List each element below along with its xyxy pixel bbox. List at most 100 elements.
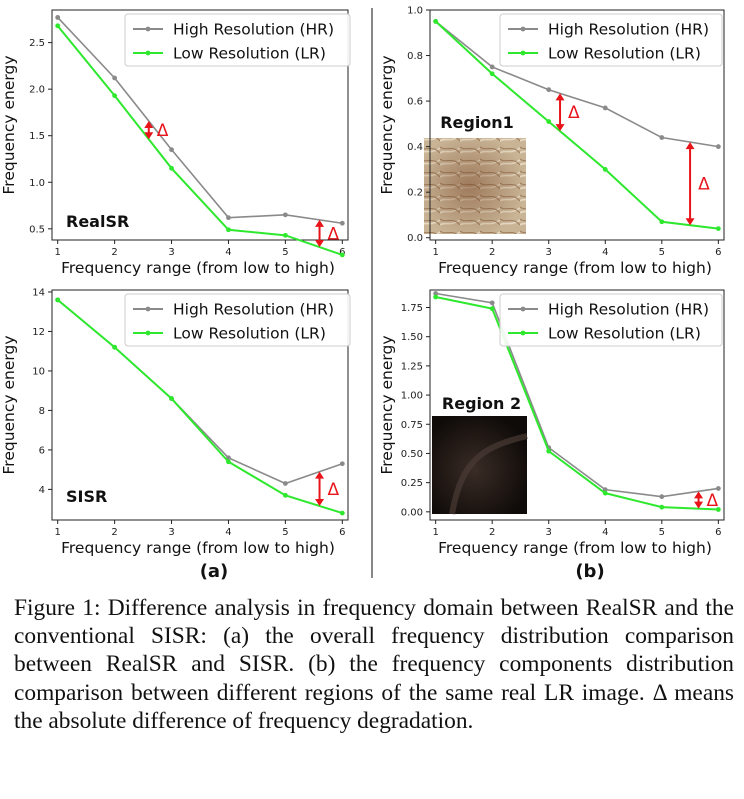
- data-point-lr: [602, 490, 608, 496]
- delta-arrow-head-up: [694, 491, 704, 499]
- delta-arrow-head-down: [315, 498, 325, 506]
- series-line-hr: [435, 292, 719, 498]
- delta-arrow-head-down: [694, 501, 704, 509]
- y-tick-label: 1.75: [401, 303, 423, 314]
- delta-arrow-head-down: [315, 240, 325, 248]
- series-line-lr: [56, 25, 343, 256]
- inset-label-region2: Region 2: [442, 394, 521, 413]
- x-tick-label: 5: [659, 527, 665, 538]
- x-tick-label: 6: [715, 247, 721, 258]
- delta-arrow-head-up: [685, 142, 695, 150]
- data-point-hr: [55, 15, 61, 20]
- x-axis-label: Frequency range (from low to high): [438, 539, 712, 557]
- delta-symbol: Δ: [707, 491, 719, 511]
- y-tick-label: 2.5: [29, 38, 45, 49]
- x-tick-label: 2: [111, 527, 117, 538]
- legend-marker-lr: [145, 330, 151, 336]
- legend-label-lr: Low Resolution (LR): [548, 325, 701, 343]
- delta-arrow-head-down: [144, 132, 154, 140]
- chart-region2: Region 2 1 2 3 4 5 6 0.00 0.25 0.50 0.75 1.00 1.25 1.…: [378, 289, 725, 557]
- y-tick-label: 0.5: [29, 224, 45, 235]
- y-axis-label: Frequency energy: [0, 55, 18, 194]
- delta-arrow-head-up: [315, 219, 325, 227]
- x-tick-label: 2: [489, 527, 495, 538]
- x-tick-label: 5: [282, 527, 288, 538]
- data-point-hr: [282, 212, 288, 218]
- legend-region1: High Resolution (HR) Low Resolution (LR): [499, 13, 723, 67]
- data-point-lr: [433, 18, 439, 24]
- y-tick-label: 12: [32, 327, 45, 338]
- data-point-hr: [715, 486, 721, 491]
- y-tick-label: 1.00: [401, 391, 423, 402]
- x-tick-label: 5: [659, 247, 665, 258]
- x-tick-label: 5: [282, 247, 288, 258]
- delta-arrow-head-down: [555, 124, 565, 132]
- data-point-hr: [489, 300, 495, 306]
- data-point-lr: [169, 396, 174, 401]
- y-tick-label: 0.4: [407, 142, 423, 153]
- y-tick-label: 0.75: [401, 420, 423, 431]
- legend-sisr: High Resolution (HR) Low Resolution (LR): [124, 293, 351, 347]
- x-tick-label: 6: [715, 527, 721, 538]
- x-tick-label: 3: [168, 247, 174, 258]
- x-axis-label: Frequency range (from low to high): [61, 259, 335, 277]
- legend-label-hr: High Resolution (HR): [173, 301, 334, 319]
- delta-symbol: Δ: [328, 480, 340, 500]
- x-tick-label: 4: [225, 527, 231, 538]
- subfigure-label-b: (b): [575, 561, 604, 582]
- panel-tag-realsr: RealSR: [66, 212, 129, 231]
- data-point-lr: [282, 232, 288, 238]
- region2-inset-image: [432, 416, 527, 514]
- y-axis-label: Frequency energy: [0, 335, 18, 474]
- axes-frame-sisr: [51, 289, 349, 521]
- subfigure-label-a: (a): [200, 561, 229, 582]
- figure-caption: Figure 1: Difference analysis in frequen…: [14, 595, 734, 734]
- x-tick-label: 4: [602, 527, 608, 538]
- x-tick-label: 3: [546, 247, 552, 258]
- data-point-lr: [489, 306, 495, 312]
- data-point-lr: [546, 448, 552, 454]
- y-tick-label: 2.0: [29, 85, 45, 96]
- y-tick-label: 1.0: [29, 178, 45, 189]
- data-point-lr: [546, 119, 552, 124]
- legend-marker-hr: [520, 26, 526, 32]
- data-point-hr: [112, 75, 118, 81]
- x-tick-label: 4: [602, 247, 608, 258]
- delta-marker: Δ: [685, 142, 710, 226]
- delta-marker: Δ: [144, 120, 169, 141]
- delta-arrow-head-up: [315, 471, 325, 479]
- data-point-hr: [602, 487, 608, 493]
- x-tick-label: 4: [225, 247, 231, 258]
- data-point-lr: [112, 93, 118, 99]
- legend-box: [499, 13, 723, 67]
- series-line-lr: [434, 20, 719, 230]
- data-point-lr: [715, 507, 721, 512]
- legend-label-hr: High Resolution (HR): [173, 21, 334, 39]
- delta-marker: Δ: [555, 93, 580, 132]
- x-tick-label: 3: [168, 527, 174, 538]
- data-point-lr: [602, 167, 608, 172]
- y-axis-label: Frequency energy: [378, 335, 396, 474]
- data-point-lr: [489, 71, 495, 77]
- data-point-lr: [226, 459, 231, 465]
- y-tick-label: 1.50: [401, 332, 423, 343]
- data-point-hr: [602, 105, 608, 111]
- data-point-hr: [715, 144, 721, 150]
- series-line-hr: [435, 20, 719, 148]
- y-tick-label: 0.6: [407, 97, 423, 108]
- legend-marker-hr: [145, 306, 151, 312]
- legend-box: [124, 293, 351, 347]
- data-point-lr: [55, 23, 61, 29]
- legend-marker-lr: [145, 50, 151, 56]
- data-point-lr: [226, 227, 231, 233]
- x-tick-label: 1: [55, 527, 61, 538]
- delta-marker: Δ: [694, 491, 719, 511]
- legend-label-hr: High Resolution (HR): [548, 21, 709, 39]
- x-tick-label: 6: [339, 527, 345, 538]
- inset-label-region1: Region1: [440, 113, 514, 132]
- delta-symbol: Δ: [157, 121, 169, 141]
- delta-marker: Δ: [315, 219, 340, 248]
- x-tick-label: 1: [432, 527, 438, 538]
- data-point-lr: [282, 492, 288, 498]
